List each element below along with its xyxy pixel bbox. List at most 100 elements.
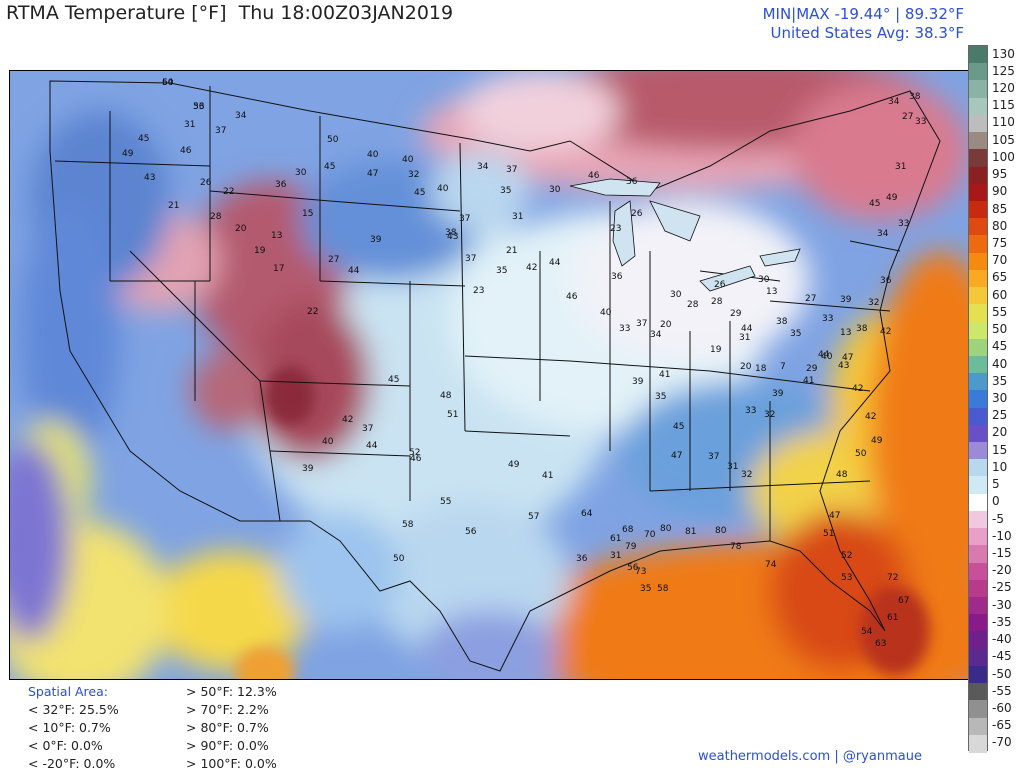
station-temp-label: 13	[271, 231, 282, 241]
station-temp-label: 33	[745, 406, 756, 416]
station-temp-label: 49	[886, 193, 898, 203]
station-temp-label: 47	[367, 169, 378, 179]
station-temp-label: 50	[327, 135, 339, 145]
colorbar-tick-label: -70	[992, 735, 1012, 750]
station-temp-label: 42	[865, 412, 876, 422]
station-temp-label: 40	[821, 352, 833, 362]
colorbar-tick-label: 35	[992, 373, 1008, 388]
station-temp-label: 13	[840, 328, 851, 338]
station-temp-label: 46	[588, 171, 600, 181]
area-gt-90: > 90°F: 0.0%	[186, 738, 269, 753]
spatial-area-heading: Spatial Area:	[28, 684, 108, 699]
colorbar-tick-label: 45	[992, 339, 1008, 354]
station-temp-label: 15	[302, 209, 313, 219]
credit-link[interactable]: weathermodels.com | @ryanmaue	[698, 749, 922, 764]
station-temp-label: 28	[210, 212, 222, 222]
temperature-map[interactable]: 50 33 31 37 34 45 49 46 43 26 22 36 30 45 50 40 40 47 34 37…	[9, 70, 969, 680]
station-temp-label: 38	[856, 324, 868, 334]
colorbar-segment	[969, 614, 987, 633]
colorbar-tick-label: 115	[992, 98, 1015, 113]
area-lt-10: < 10°F: 0.7%	[28, 720, 111, 735]
station-temp-label: 26	[714, 280, 726, 290]
station-temp-label: 33	[915, 117, 926, 127]
station-temp-label: 18	[755, 364, 767, 374]
colorbar-tick-label: 40	[992, 356, 1008, 371]
station-temp-label: 44	[741, 324, 753, 334]
station-temp-label: 20	[740, 362, 752, 372]
station-temp-label: 80	[660, 524, 672, 534]
station-temp-label: 31	[727, 462, 738, 472]
colorbar-segment	[969, 597, 987, 615]
station-temp-label: 27	[902, 112, 913, 122]
station-temp-label: 7	[780, 362, 786, 372]
area-gt-50: > 50°F: 12.3%	[186, 684, 277, 699]
colorbar-tick-label: 10	[992, 459, 1008, 474]
station-temp-label: 27	[805, 294, 816, 304]
colorbar-segment	[969, 235, 987, 254]
station-temp-label: 37	[215, 126, 226, 136]
station-temp-label: 39	[302, 464, 314, 474]
colorbar-tick-label: 100	[992, 149, 1015, 164]
station-temp-label: 54	[861, 627, 873, 637]
station-temp-label: 44	[348, 266, 360, 276]
station-temp-label: 50	[855, 449, 867, 459]
station-temp-label: 31	[895, 162, 906, 172]
station-temp-label: 46	[566, 292, 578, 302]
station-temp-label: 46	[180, 146, 192, 156]
station-temp-label: 53	[841, 573, 852, 583]
station-temp-label: 47	[829, 511, 840, 521]
colorbar-tick-label: 50	[992, 322, 1008, 337]
station-temp-label: 42	[880, 327, 891, 337]
station-temp-label: 32	[741, 470, 752, 480]
station-temp-label: 73	[635, 567, 646, 577]
station-temp-label: 36	[611, 272, 623, 282]
station-temp-label: 34	[877, 229, 889, 239]
colorbar-segment	[969, 287, 987, 305]
station-temp-label: 23	[473, 286, 484, 296]
colorbar-tick-label: -10	[992, 528, 1012, 543]
station-temp-label: 35	[640, 584, 651, 594]
colorbar-segment	[969, 252, 987, 271]
colorbar-tick-label: 5	[992, 477, 1000, 492]
station-temp-label: 45	[138, 134, 149, 144]
area-lt-neg20: < -20°F: 0.0%	[28, 756, 116, 771]
colorbar-tick-label: -20	[992, 563, 1012, 578]
spatial-area-right: > 50°F: 12.3% > 70°F: 2.2% > 80°F: 0.7% …	[186, 683, 277, 773]
station-temp-label: 51	[823, 529, 834, 539]
station-temp-label: 49	[508, 460, 520, 470]
station-temp-label: 30	[295, 168, 307, 178]
station-temp-label: 61	[610, 534, 621, 544]
station-temp-label: 51	[447, 410, 458, 420]
station-temp-label: 30	[670, 290, 682, 300]
colorbar-segment	[969, 510, 987, 529]
colorbar-segment	[969, 528, 987, 546]
colorbar-tick-label: -30	[992, 597, 1012, 612]
station-temp-label: 56	[193, 102, 205, 112]
station-temp-label: 39	[632, 377, 644, 387]
station-temp-label: 22	[307, 307, 318, 317]
station-temp-label: 37	[362, 424, 373, 434]
colorbar-tick-label: -15	[992, 545, 1012, 560]
station-temp-label: 40	[437, 184, 449, 194]
station-temp-label: 43	[838, 361, 849, 371]
colorbar-segment	[969, 700, 987, 719]
station-temp-label: 36	[626, 177, 638, 187]
colorbar-segment	[969, 200, 987, 219]
colorbar-tick-label: -40	[992, 632, 1012, 647]
station-temp-label: 31	[512, 212, 523, 222]
area-lt-0: < 0°F: 0.0%	[28, 738, 103, 753]
area-gt-100: > 100°F: 0.0%	[186, 756, 277, 771]
station-temp-label: 50	[393, 554, 405, 564]
station-temp-label: 47	[842, 353, 853, 363]
colorbar-tick-label: -25	[992, 580, 1012, 595]
colorbar-segment	[969, 63, 987, 82]
station-temp-label: 49	[871, 436, 883, 446]
colorbar-segment	[969, 579, 987, 598]
station-temp-label: 56	[627, 563, 639, 573]
colorbar-tick-label: 55	[992, 304, 1008, 319]
station-temp-label: 45	[324, 162, 335, 172]
station-temp-label: 36	[880, 276, 892, 286]
station-temp-label: 74	[765, 560, 777, 570]
